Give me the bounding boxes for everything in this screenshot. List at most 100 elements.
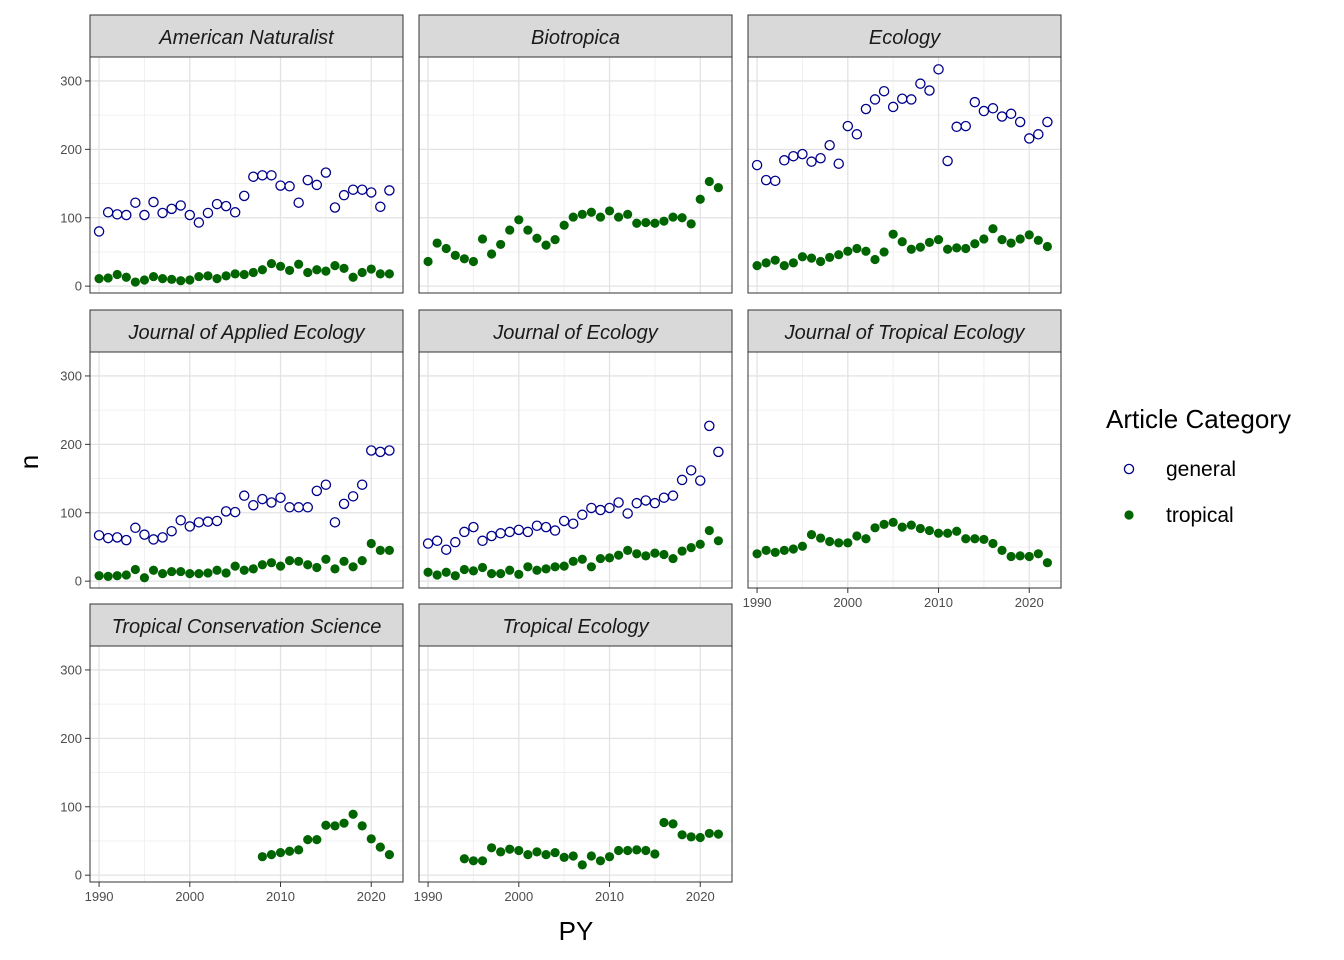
point-tropical [523, 225, 533, 235]
point-tropical [915, 523, 925, 534]
point-tropical [284, 265, 295, 276]
point-general [384, 185, 395, 196]
point-general [356, 479, 368, 490]
point-tropical [203, 568, 213, 578]
point-tropical [514, 569, 524, 579]
panel-biotropica: Biotropica [418, 14, 733, 294]
panel-american-naturalist: American Naturalist 0 100 200 300 [60, 14, 404, 294]
point-tropical [613, 550, 624, 560]
point-tropical [275, 261, 286, 271]
point-general [229, 207, 241, 218]
point-general [356, 184, 368, 195]
point-tropical [779, 545, 789, 555]
point-general [93, 226, 105, 237]
point-tropical [1015, 551, 1025, 561]
point-tropical [284, 846, 295, 856]
y-tick-label: 300 [60, 368, 82, 383]
point-general [549, 525, 561, 536]
panel-journal-of-tropical-ecology: Journal of Tropical Ecology 1990 2000 2010 2… [743, 309, 1062, 610]
point-tropical [668, 212, 678, 222]
point-tropical [970, 239, 980, 249]
point-tropical [861, 534, 871, 544]
point-general [960, 120, 971, 132]
point-tropical [432, 238, 442, 248]
point-tropical [970, 534, 980, 544]
point-general [806, 156, 817, 167]
point-tropical [532, 847, 542, 857]
point-general [193, 517, 205, 528]
point-general [468, 521, 479, 533]
panel-border [89, 351, 404, 589]
point-tropical [559, 852, 569, 862]
panel-border [747, 56, 1062, 294]
point-general [320, 167, 332, 178]
y-tick-label: 100 [60, 799, 82, 814]
point-tropical [284, 556, 295, 566]
point-general [769, 175, 781, 187]
legend-key-open-circle-icon [1123, 463, 1135, 475]
point-tropical [1006, 551, 1016, 562]
point-tropical [942, 244, 953, 254]
point-tropical [825, 252, 835, 263]
point-tropical [348, 562, 358, 572]
point-general [329, 517, 341, 528]
point-tropical [541, 850, 551, 860]
point-tropical [604, 206, 615, 216]
point-tropical [266, 850, 277, 860]
point-tropical [559, 220, 569, 230]
point-tropical [94, 571, 104, 581]
point-tropical [797, 252, 808, 262]
point-general [275, 180, 286, 191]
point-tropical [275, 561, 286, 571]
point-tropical [505, 844, 515, 854]
point-tropical [275, 847, 286, 858]
point-tropical [330, 564, 340, 574]
point-tropical [632, 845, 642, 855]
point-tropical [294, 845, 304, 855]
point-tropical [595, 553, 606, 564]
point-general [577, 509, 588, 521]
point-tropical [103, 571, 113, 581]
point-tropical [384, 545, 394, 555]
point-tropical [532, 233, 542, 243]
legend-item-tropical: tropical [1124, 504, 1234, 527]
panel-title: Tropical Ecology [502, 616, 649, 638]
point-general [788, 150, 799, 162]
point-general [211, 515, 223, 527]
point-general [595, 504, 606, 516]
point-tropical [559, 561, 569, 571]
point-general [622, 508, 633, 519]
point-general [915, 78, 926, 89]
panel-background [419, 57, 732, 293]
point-tropical [788, 258, 798, 268]
point-tropical [239, 565, 249, 575]
point-tropical [375, 842, 385, 852]
panel-ecology: Ecology [747, 14, 1062, 294]
point-tropical [686, 832, 696, 842]
point-tropical [788, 544, 798, 554]
point-tropical [303, 834, 313, 845]
point-general [329, 202, 341, 213]
point-general [815, 152, 826, 164]
point-tropical [952, 526, 962, 536]
point-tropical [148, 271, 159, 282]
legend-key-filled-circle-icon [1124, 510, 1134, 520]
point-tropical [906, 520, 916, 530]
point-tropical [988, 538, 998, 549]
point-general [211, 198, 223, 210]
point-general [667, 490, 679, 501]
point-tropical [468, 856, 479, 866]
x-tick-label: 2000 [175, 889, 204, 904]
point-general [540, 521, 552, 533]
point-general [978, 105, 990, 117]
point-tropical [1024, 551, 1034, 562]
point-tropical [468, 256, 479, 267]
panel-title: Ecology [869, 27, 941, 49]
point-tropical [761, 545, 771, 555]
point-general [685, 465, 697, 476]
point-general [558, 515, 570, 527]
point-tropical [203, 271, 213, 281]
point-tropical [577, 860, 587, 870]
point-tropical [312, 562, 322, 573]
point-general [184, 209, 196, 221]
